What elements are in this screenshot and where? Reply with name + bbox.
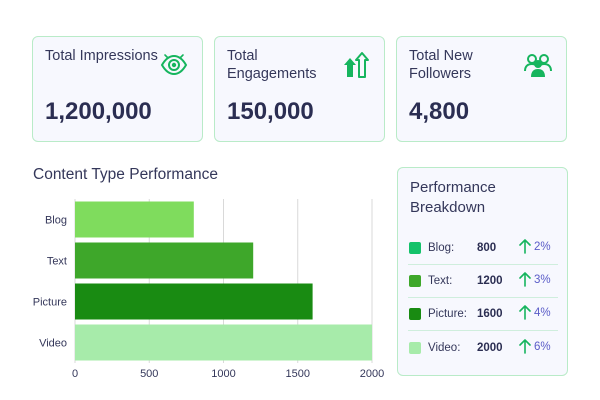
tick-label: 500 <box>140 368 158 380</box>
category-label: Text <box>47 256 67 268</box>
performance-breakdown-panel: Performance Breakdown Blog: 800 2% Text:… <box>397 167 568 376</box>
users-icon <box>524 54 552 77</box>
breakdown-value: 800 <box>477 242 497 254</box>
breakdown-value: 1200 <box>477 275 503 287</box>
legend-swatch <box>409 342 421 354</box>
arrow-up-icon <box>519 239 531 254</box>
eye-icon <box>160 54 188 76</box>
breakdown-name: Blog: <box>428 242 455 254</box>
breakdown-name: Video: <box>428 342 461 354</box>
breakdown-change: 2% <box>534 241 551 253</box>
stat-card-impressions: Total Impressions 1,200,000 <box>32 36 203 142</box>
bar <box>75 201 194 238</box>
bar <box>75 242 254 279</box>
trending-arrows-icon <box>344 52 369 78</box>
tick-label: 1500 <box>286 368 310 380</box>
category-label: Picture <box>33 297 67 309</box>
category-label: Blog <box>45 215 67 227</box>
stat-card-engagements: Total Engagements 150,000 <box>214 36 385 142</box>
breakdown-row-video: Video: 2000 6% <box>408 331 558 365</box>
stat-label: Total New Followers <box>409 48 473 82</box>
breakdown-change: 6% <box>534 341 551 353</box>
legend-swatch <box>409 242 421 254</box>
stat-label: Total Engagements <box>227 48 317 82</box>
tick-label: 2000 <box>360 368 384 380</box>
breakdown-value: 1600 <box>477 308 503 320</box>
breakdown-name: Text: <box>428 275 453 287</box>
stat-value: 150,000 <box>227 98 314 125</box>
stat-value: 4,800 <box>409 98 470 125</box>
stat-value: 1,200,000 <box>45 98 152 125</box>
legend-swatch <box>409 275 421 287</box>
stat-label: Total Impressions <box>45 48 158 64</box>
bar <box>75 324 372 361</box>
bar <box>75 283 313 320</box>
stat-card-followers: Total New Followers 4,800 <box>396 36 567 142</box>
tick-label: 0 <box>72 368 78 380</box>
breakdown-change: 4% <box>534 307 551 319</box>
breakdown-row-blog: Blog: 800 2% <box>408 231 558 265</box>
breakdown-row-picture: Picture: 1600 4% <box>408 297 558 331</box>
arrow-up-icon <box>519 272 531 287</box>
chart-title: Content Type Performance <box>33 166 218 183</box>
tick-label: 1000 <box>211 368 235 380</box>
breakdown-name: Picture: <box>428 308 467 320</box>
breakdown-title: Performance Breakdown <box>410 179 496 216</box>
breakdown-value: 2000 <box>477 342 503 354</box>
category-label: Video <box>39 338 67 350</box>
breakdown-row-text: Text: 1200 3% <box>408 264 558 298</box>
legend-swatch <box>409 308 421 320</box>
arrow-up-icon <box>519 305 531 320</box>
breakdown-change: 3% <box>534 274 551 286</box>
arrow-up-icon <box>519 339 531 354</box>
